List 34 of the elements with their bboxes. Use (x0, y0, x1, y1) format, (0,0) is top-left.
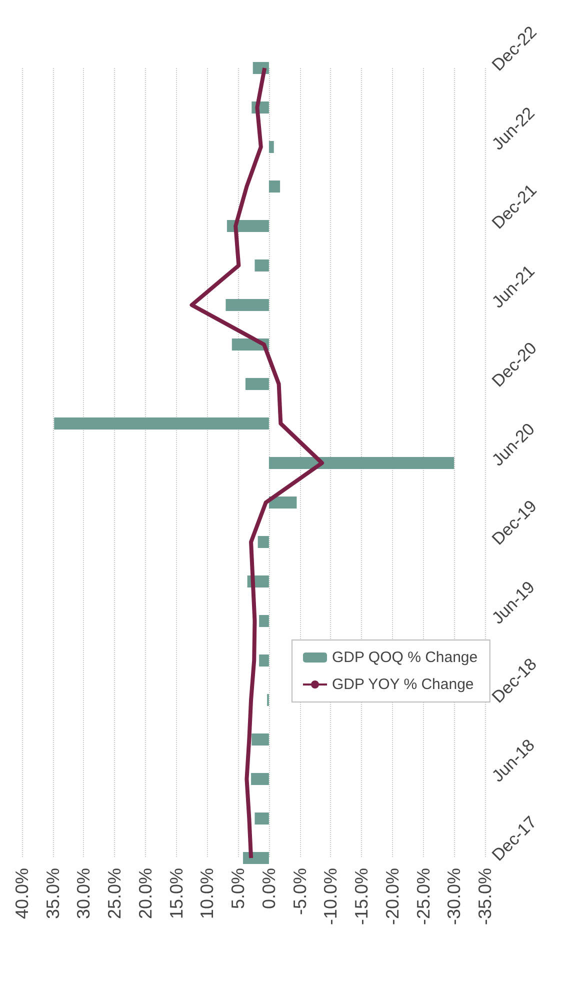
x-tick-label: -30.0% (444, 868, 464, 926)
x-tick-label: 25.0% (104, 868, 125, 920)
legend-label: GDP QOQ % Change (332, 649, 478, 666)
bar (252, 734, 269, 746)
bar (254, 260, 269, 272)
bar (226, 299, 269, 311)
x-tick-label: 35.0% (42, 868, 63, 920)
x-tick-label: 0.0% (258, 868, 279, 910)
x-tick-label: 15.0% (166, 868, 186, 920)
x-tick-label: -10.0% (320, 868, 341, 926)
bar (226, 220, 269, 232)
x-tick-label: -15.0% (352, 868, 372, 926)
bar (259, 615, 269, 627)
x-tick-label: -25.0% (413, 868, 434, 926)
x-tick-label: -35.0% (475, 868, 495, 926)
x-tick-label: 40.0% (12, 868, 32, 920)
bar (54, 418, 269, 430)
bar (268, 457, 454, 469)
legend-label: GDP YOY % Change (332, 676, 474, 693)
x-tick-label: 10.0% (197, 868, 218, 920)
x-tick-label: 5.0% (228, 868, 248, 910)
bar (258, 536, 269, 548)
bar (259, 654, 269, 666)
bar (251, 773, 269, 785)
bar (268, 141, 274, 153)
bar (245, 378, 269, 390)
bar (254, 812, 269, 824)
x-tick-label: -5.0% (290, 868, 310, 916)
bar (243, 852, 269, 864)
x-tick-label: -20.0% (382, 868, 402, 926)
x-tick-label: 30.0% (74, 868, 94, 920)
bar (268, 496, 297, 508)
bar (268, 180, 280, 192)
x-tick-label: 20.0% (135, 868, 156, 920)
